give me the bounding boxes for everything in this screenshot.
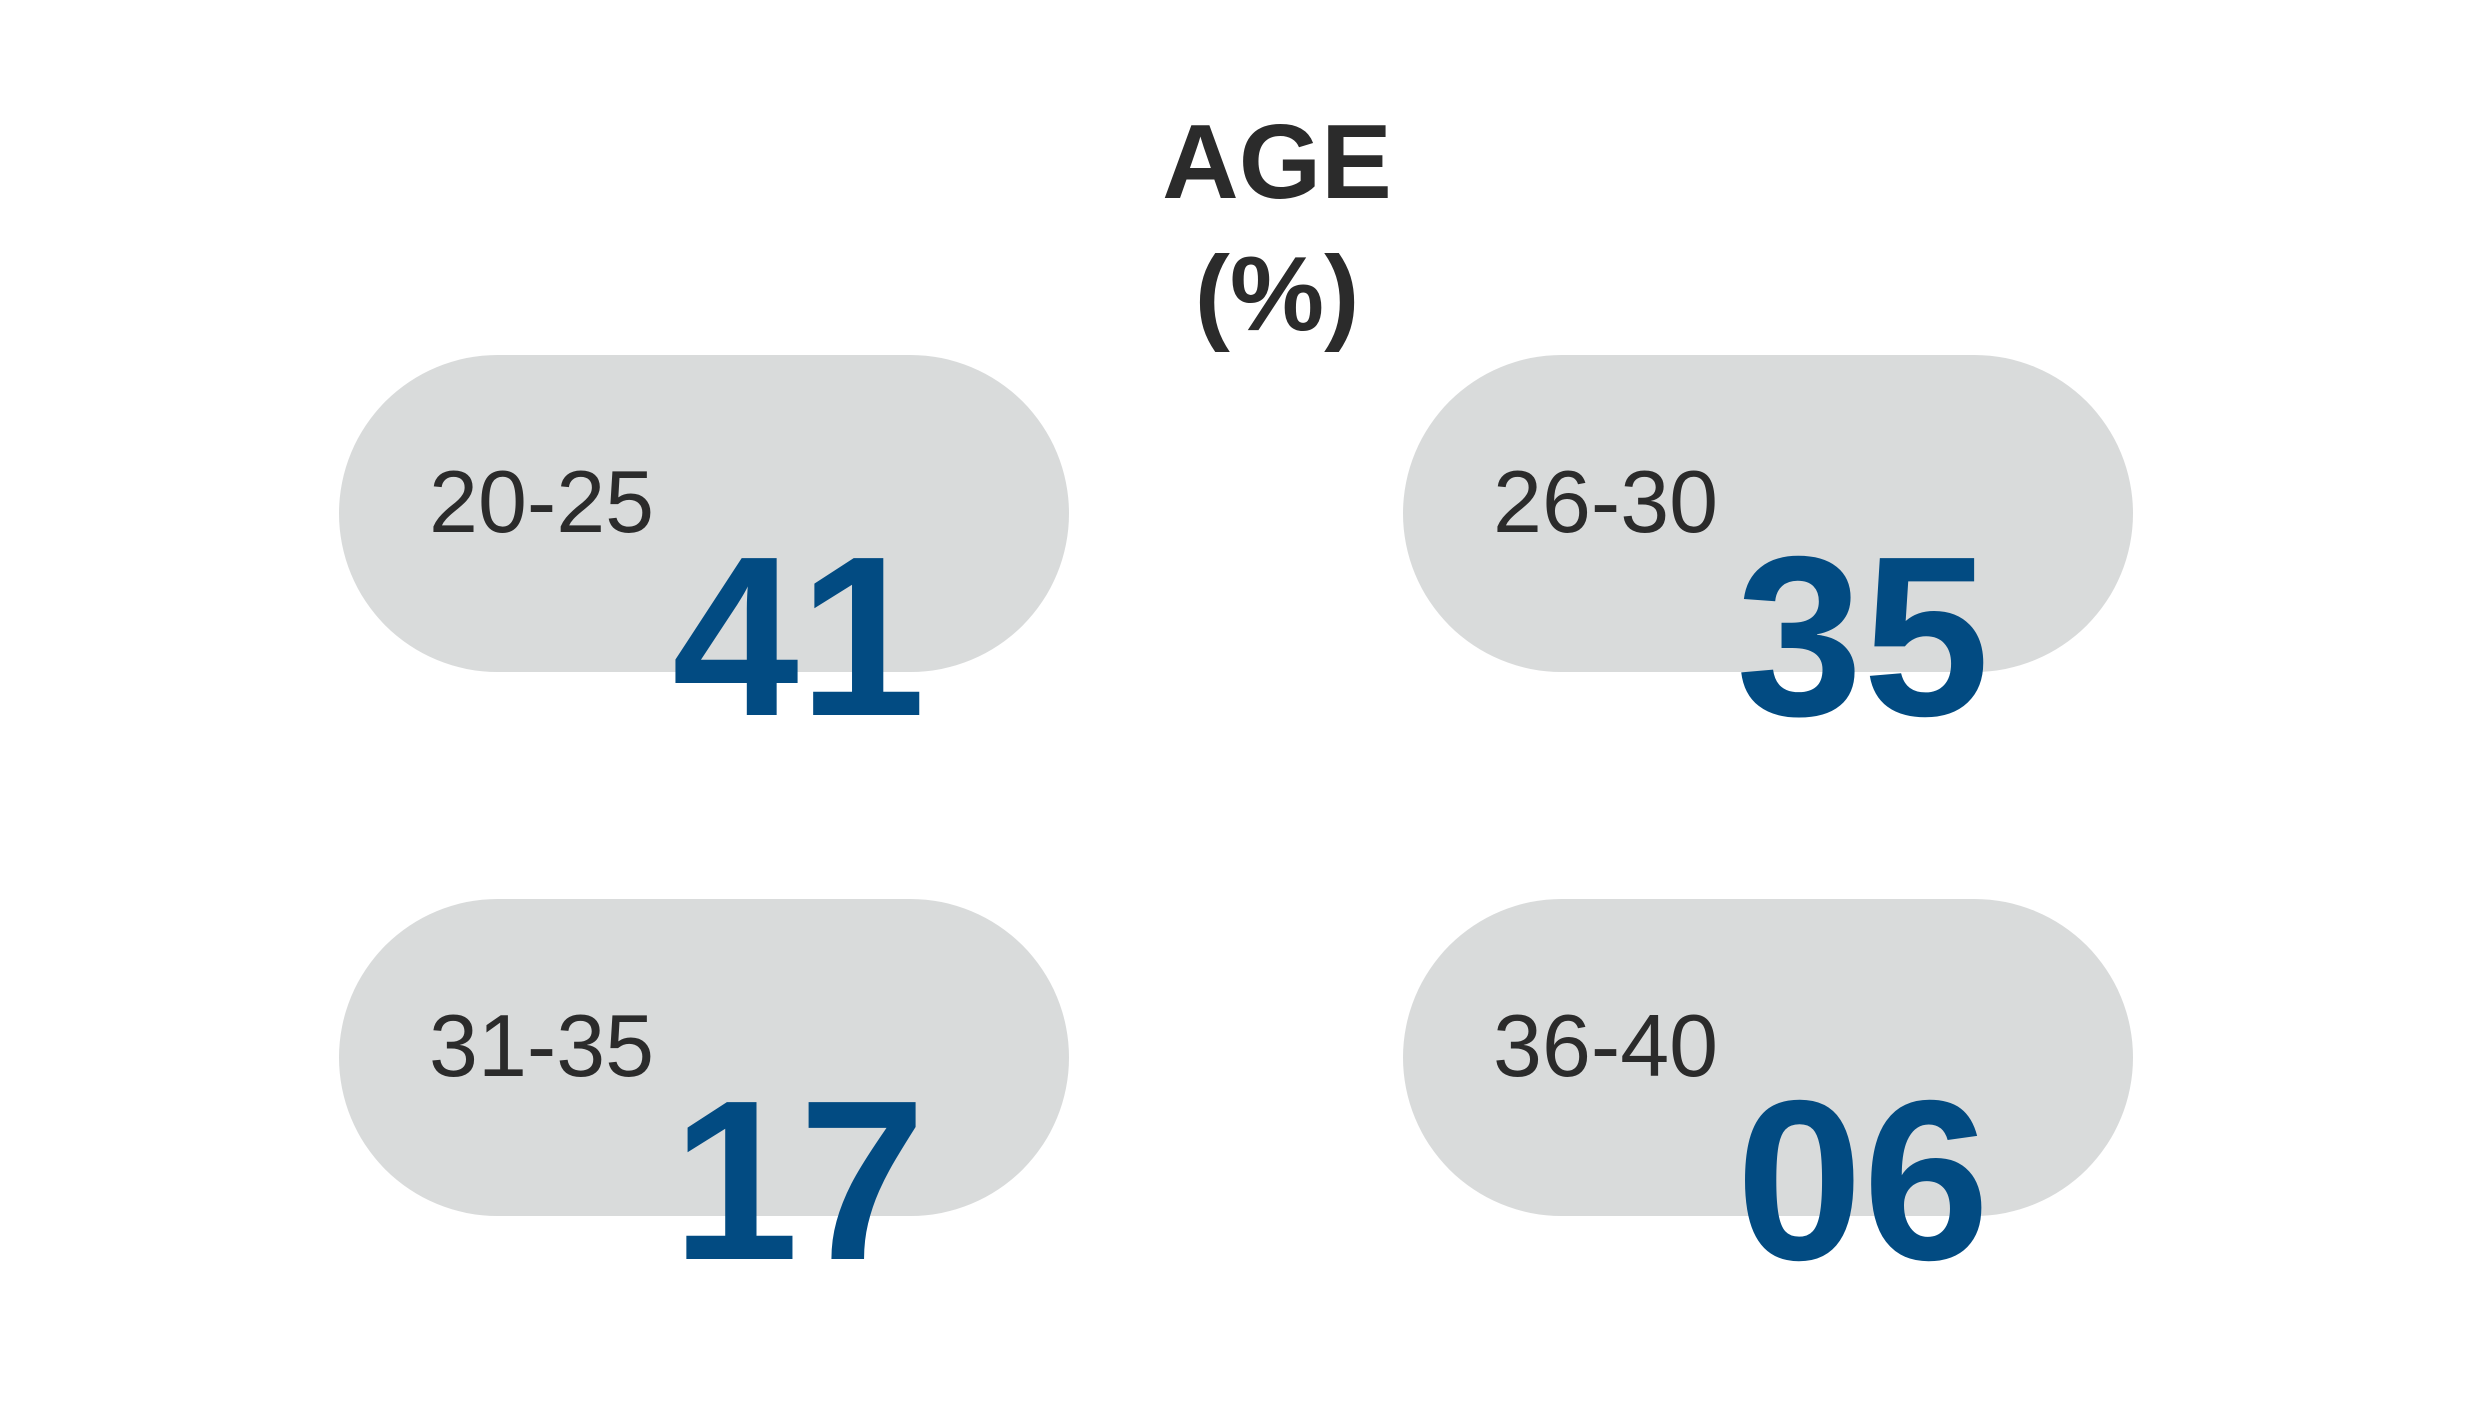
pill: [339, 899, 1069, 1216]
subtitle: (%): [1195, 235, 1360, 353]
pill: [339, 355, 1069, 672]
age-range: 36-40: [1493, 996, 1718, 1095]
percentage: 17: [672, 1054, 926, 1308]
pill: [1403, 355, 2133, 672]
age-range: 31-35: [429, 996, 654, 1095]
percentage: 41: [672, 510, 926, 764]
age-range: 20-25: [429, 452, 654, 551]
percentage: 35: [1736, 510, 1990, 764]
pill: [1403, 899, 2133, 1216]
age-range: 26-30: [1493, 452, 1718, 551]
title: AGE: [1162, 103, 1392, 221]
percentage: 06: [1736, 1054, 1990, 1308]
